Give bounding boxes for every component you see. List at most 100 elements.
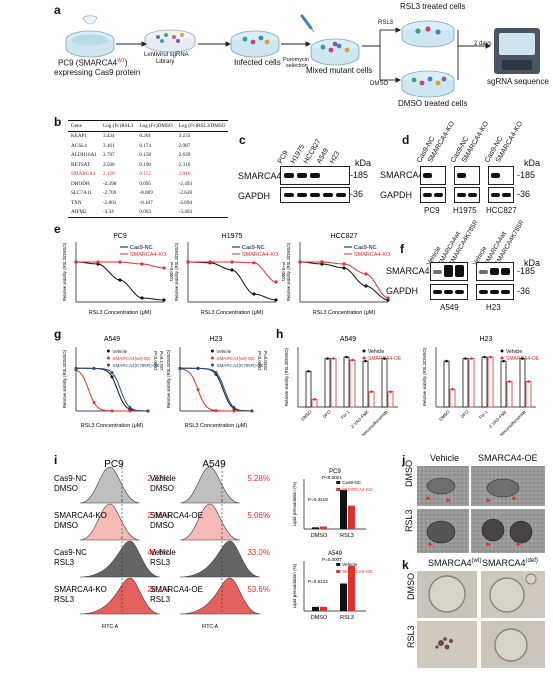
table-cell: ACSL4 <box>71 142 87 149</box>
e-point <box>118 260 122 264</box>
h-legend-label: Vehicle <box>368 349 384 355</box>
table-cell: TXN <box>71 199 82 206</box>
panel-g-curves: A549 Vehicle SMARCA4(wt)-OE SMARCA4(K785R)-… <box>62 336 268 429</box>
gene-table: Gene Log (Fc)RSL3 Log (Fc)DMSO Log (Fc)R… <box>68 120 229 218</box>
table-row: RETSAT 2.506 0.190 2.316 <box>68 160 228 170</box>
d-row-label: SMARCA4 <box>380 170 424 180</box>
table-cell: KEAP1 <box>71 133 88 140</box>
i-histogram <box>179 540 261 578</box>
j-col-label: Vehicle <box>430 453 460 463</box>
i-bar-legend-label: Vehicle <box>342 562 357 567</box>
i-histogram <box>179 503 241 541</box>
c-row-label: GAPDH <box>238 191 271 201</box>
h-ylabel: Relative viability (RSL3/DMSO) <box>284 347 289 406</box>
table-cell: DHODH <box>71 180 90 187</box>
h-bar <box>506 381 513 408</box>
table-cell: 0.190 <box>139 161 152 168</box>
h-bar <box>462 358 469 408</box>
h-bar <box>324 358 331 408</box>
i-title: A549 <box>202 459 226 470</box>
i-bar-category: RSL3 <box>340 615 354 621</box>
table-cell: 2.016 <box>178 171 191 178</box>
h-point <box>470 357 473 360</box>
i-xlabel: FITC-A <box>102 624 119 630</box>
h-category: DMSO <box>438 409 451 422</box>
e-point <box>274 280 278 284</box>
j-row-label: RSL3 <box>404 509 414 532</box>
g-point <box>128 405 132 409</box>
table-cell: 0.063 <box>136 207 176 218</box>
table-cell: -3.34 <box>99 207 137 218</box>
e-ylabel: Relative viability (RSL3/DMSO) <box>286 242 291 301</box>
table-cell: -0.107 <box>139 199 153 206</box>
puromycin-label-l1: Puromycin <box>283 57 309 63</box>
d-blot-bottom-2 <box>454 187 480 203</box>
table-cell: AIFM2 <box>68 207 100 218</box>
j-col-label: SMARCA4-OE <box>478 453 538 463</box>
i-bar <box>320 606 327 611</box>
h-bar <box>362 360 369 408</box>
panel-letter-d: d <box>402 133 410 147</box>
i-percent: 46.6% <box>147 548 170 557</box>
k-row-label: DMSO <box>406 573 416 600</box>
e-xlabel: RSL3 Concentration (μM) <box>313 310 376 316</box>
rsl3-arrow-label: RSL3 <box>378 20 394 26</box>
d-blot-bottom-3 <box>488 187 514 203</box>
i-percent: 53.6% <box>247 585 270 594</box>
h-legend-label: SMARCA4-OE <box>368 356 402 362</box>
h-point <box>451 387 454 391</box>
i-bar-pval: P=0.3418 <box>308 497 328 502</box>
c-lane-label: PC9 <box>276 149 290 165</box>
h-point <box>326 357 329 360</box>
panel-letter-e: e <box>54 222 61 236</box>
g-legend-label: Vehicle <box>216 349 231 354</box>
g-ylabel: Relative viability (RSL3/DMSO) <box>166 349 171 408</box>
i-percent: 28.1% <box>147 585 170 594</box>
g-legend-label: SMARCA4(wt)-OE <box>216 356 254 361</box>
h-point <box>508 380 511 383</box>
i-percent: 5.28% <box>247 474 270 483</box>
e-point <box>140 296 144 300</box>
h-point <box>483 355 486 359</box>
f-size: -36 <box>517 286 531 296</box>
seq-label: sgRNA sequence <box>487 77 549 86</box>
panel-letter-a: a <box>54 3 61 17</box>
g-point <box>178 366 182 370</box>
h-bar <box>381 358 388 408</box>
table-cell: 2.128 <box>102 171 115 178</box>
i-bar-legend-swatch <box>336 570 341 573</box>
i-sample-label: DMSO <box>150 484 174 493</box>
table-row: SMARCA4 2.128 0.112 2.016 <box>68 170 228 180</box>
pipette-icon <box>300 14 315 33</box>
i-xlabel: FITC-A <box>202 624 219 630</box>
i-percent: 33.0% <box>247 548 270 557</box>
table-cell: 0.174 <box>139 142 152 149</box>
h-category: DFO <box>322 409 332 419</box>
i-bar <box>312 527 319 529</box>
i-title: PC9 <box>104 459 124 470</box>
h-legend-swatch <box>500 356 504 360</box>
h-point <box>351 358 354 362</box>
f-blot-bottom-1 <box>430 284 468 300</box>
g-point <box>92 366 96 370</box>
e-title: HCC827 <box>331 233 358 240</box>
h-bar <box>387 391 394 408</box>
i-sample-label: SMARCA4-OE <box>150 511 203 520</box>
table-cell: -3.403 <box>175 207 229 218</box>
i-histogram <box>179 466 241 504</box>
h-point <box>464 357 467 360</box>
i-sample-label: RSL3 <box>150 558 171 567</box>
g-legend-label: SMARCA4(K785R)-OE <box>112 363 159 368</box>
e-point <box>252 292 256 296</box>
g-legend-swatch <box>210 363 214 367</box>
table-cell: 2.639 <box>178 152 191 159</box>
g-point <box>232 409 236 413</box>
h-legend-label: SMARCA4-OE <box>506 356 540 362</box>
d-size: -185 <box>517 170 536 180</box>
i-bar <box>312 606 319 611</box>
h-point <box>370 390 373 393</box>
e-point <box>118 278 122 282</box>
th-rsl3: Log (Fc)RSL3 <box>99 120 137 132</box>
h-bar <box>349 359 356 408</box>
g-point <box>214 371 218 375</box>
